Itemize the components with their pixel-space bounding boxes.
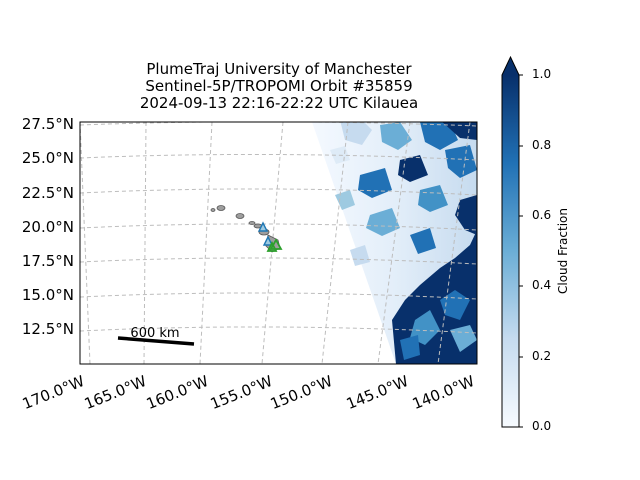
map-title-line-2: Sentinel-5P/TROPOMI Orbit #35859 [145, 77, 413, 95]
scale-bar [117, 336, 195, 346]
map-frame [79, 121, 478, 365]
lat-tick-27-5: 27.5°N [21, 115, 74, 133]
map-title-line-3: 2024-09-13 22:16-22:22 UTC Kilauea [139, 94, 419, 112]
lat-tick-15-0: 15.0°N [21, 286, 74, 304]
lat-tick-17-5: 17.5°N [21, 252, 74, 270]
lat-tick-25-0: 25.0°N [21, 149, 74, 167]
colorbar-label: Cloud Fraction [556, 208, 570, 294]
colorbar-tick-0-8: 0.8 [532, 138, 552, 152]
colorbar-tick-0-0: 0.0 [532, 419, 552, 433]
lat-tick-20-0: 20.0°N [21, 218, 74, 236]
colorbar-tick-0-6: 0.6 [532, 208, 552, 222]
colorbar-tick-1-0: 1.0 [532, 67, 552, 81]
lat-tick-12-5: 12.5°N [21, 320, 74, 338]
map-title-line-1: PlumeTraj University of Manchester [146, 60, 412, 78]
colorbar [501, 55, 523, 428]
map-area: 600 km [80, 122, 477, 364]
scale-bar-label: 600 km [130, 326, 179, 341]
lat-tick-22-5: 22.5°N [21, 184, 74, 202]
volcano-markers [257, 221, 283, 252]
colorbar-tick-0-4: 0.4 [532, 278, 552, 292]
colorbar-tick-0-2: 0.2 [532, 349, 552, 363]
